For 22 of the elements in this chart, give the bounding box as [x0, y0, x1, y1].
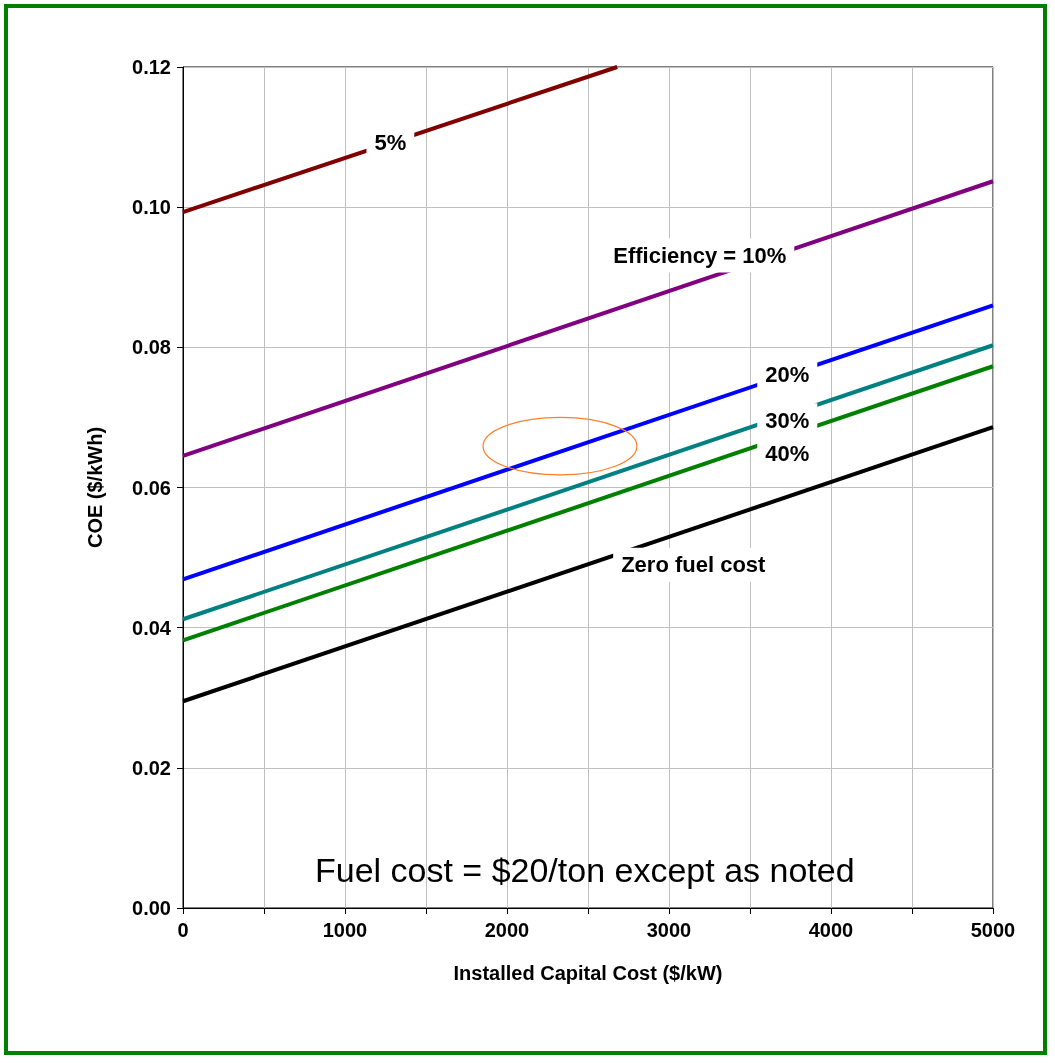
x-tick-label: 3000: [646, 919, 692, 941]
y-tick-label: 0.08: [132, 336, 171, 359]
y-tick-label: 0.06: [132, 476, 171, 499]
x-axis-title: Installed Capital Cost ($/kW): [453, 962, 723, 984]
y-tick-label: 0.10: [132, 196, 171, 219]
y-tick-label: 0.04: [132, 616, 172, 639]
x-tick-label: 2000: [484, 919, 530, 941]
y-axis-title: COE ($/kWh): [84, 426, 106, 549]
x-tick-label: 5000: [970, 919, 1016, 941]
x-tick-label: 1000: [322, 919, 368, 941]
series-label: 5%: [374, 130, 407, 156]
y-tick-label: 0.02: [132, 756, 171, 779]
x-tick-label: 4000: [808, 919, 854, 941]
y-tick-label: 0.00: [132, 897, 171, 919]
series-label: 30%: [765, 407, 810, 433]
y-tick-label: 0.12: [132, 56, 171, 78]
x-tick-label: 0: [177, 919, 189, 941]
series-label: 20%: [765, 362, 810, 388]
annotation: Fuel cost = $20/ton except as noted: [314, 851, 855, 890]
series-label: Efficiency = 10%: [613, 242, 787, 268]
series-label: Zero fuel cost: [621, 552, 767, 578]
series-label: 40%: [765, 441, 810, 467]
